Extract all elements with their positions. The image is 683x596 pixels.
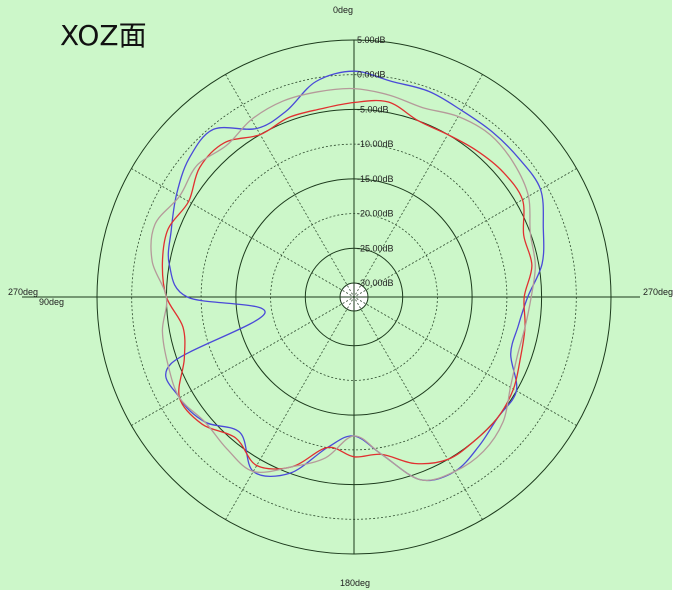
- radial-tick-label: -20.00dB: [357, 209, 394, 219]
- series-line-2: [150, 87, 536, 482]
- radial-tick-label: -30.00dB: [357, 278, 394, 288]
- radial-tick-label: -5.00dB: [357, 104, 389, 114]
- angle-label-left-inner: 90deg: [39, 297, 64, 307]
- grid-spoke-150: [225, 74, 483, 520]
- angle-label-bottom: 180deg: [340, 578, 370, 588]
- radial-tick-label: -10.00dB: [357, 139, 394, 149]
- radial-tick-label: 5.00dB: [357, 35, 386, 45]
- radial-tick-label: -25.00dB: [357, 243, 394, 253]
- chart-title: XOZ面: [60, 19, 147, 52]
- radial-tick-label: -15.00dB: [357, 174, 394, 184]
- label-group: 0deg 270deg 90deg 270deg 180deg: [8, 5, 673, 588]
- bottom-strip: [44, 590, 683, 596]
- angle-label-left: 270deg: [8, 287, 38, 297]
- polar-grid: [22, 39, 640, 555]
- angle-label-top: 0deg: [333, 5, 353, 15]
- angle-label-right: 270deg: [643, 287, 673, 297]
- radial-tick-labels: 5.00dB 0.00dB -5.00dB -10.00dB -15.00dB -20.0…: [357, 35, 394, 288]
- radial-tick-label: 0.00dB: [357, 70, 386, 80]
- series-group: [150, 70, 545, 482]
- series-line-1: [161, 99, 533, 470]
- series-line-0: [165, 70, 545, 482]
- plot-background: [0, 0, 672, 590]
